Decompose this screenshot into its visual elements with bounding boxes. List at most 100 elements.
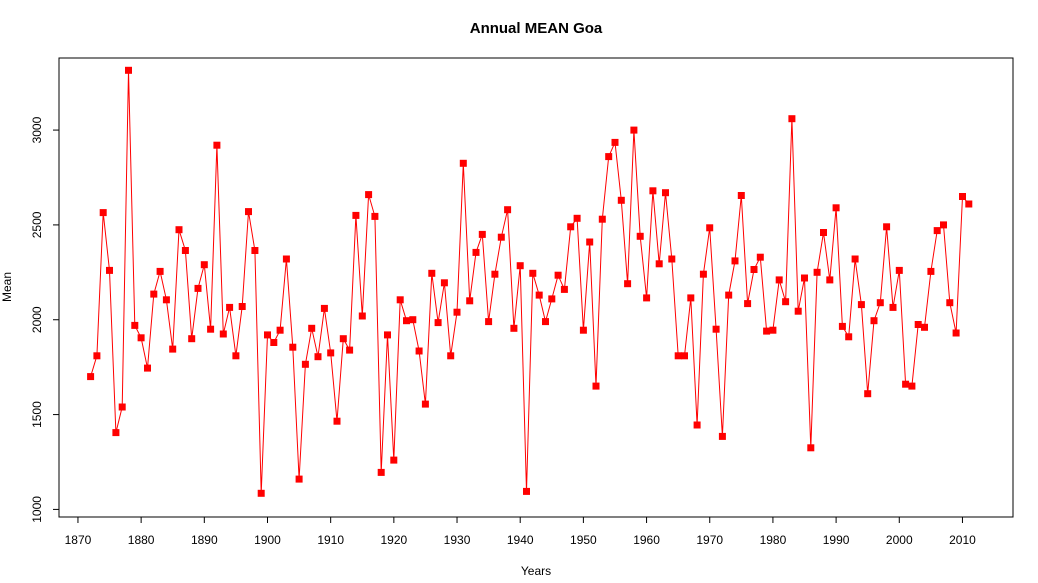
data-point <box>959 193 966 200</box>
data-point <box>390 456 398 464</box>
data-point <box>535 291 543 299</box>
y-tick-label: 2500 <box>30 211 44 238</box>
data-point <box>320 304 328 312</box>
data-point <box>782 298 790 306</box>
data-point <box>655 260 663 268</box>
data-point <box>276 326 284 334</box>
data-point <box>649 187 657 195</box>
data-point <box>864 390 872 398</box>
data-point <box>497 233 505 241</box>
series-line <box>90 70 970 494</box>
x-tick-label: 1920 <box>380 533 407 547</box>
data-point <box>826 276 834 284</box>
data-point <box>902 380 910 388</box>
data-point <box>573 214 581 222</box>
x-tick-label: 2000 <box>886 533 913 547</box>
y-tick-label: 1500 <box>30 401 44 428</box>
data-point <box>314 353 322 361</box>
data-point <box>415 347 423 355</box>
data-point <box>579 326 587 334</box>
data-point <box>693 421 701 429</box>
y-tick-label: 3000 <box>30 116 44 143</box>
data-point <box>510 324 518 332</box>
data-point <box>718 432 726 440</box>
data-point <box>712 325 720 333</box>
x-axis: 1870 1880 1890 1900 1910 1920 1930 1940 1950 1960… <box>65 517 976 547</box>
data-point <box>908 382 916 390</box>
data-point <box>409 316 417 324</box>
data-point <box>459 159 467 167</box>
data-point <box>554 271 562 279</box>
data-point <box>365 191 373 199</box>
data-point <box>845 333 853 341</box>
data-point <box>876 299 884 307</box>
data-point <box>434 319 442 327</box>
data-point <box>118 403 126 411</box>
y-tick-label: 1000 <box>30 496 44 523</box>
data-point <box>403 317 410 325</box>
data-point <box>226 303 234 311</box>
data-point <box>946 299 954 307</box>
data-point <box>681 352 688 360</box>
data-point <box>396 296 404 304</box>
data-point <box>542 318 549 326</box>
data-point <box>851 255 859 263</box>
data-point <box>257 489 265 497</box>
data-point <box>472 248 480 256</box>
data-point <box>289 343 297 351</box>
data-point <box>933 227 941 235</box>
data-point <box>895 266 903 274</box>
data-point <box>200 261 208 269</box>
y-tick-label: 2000 <box>30 306 44 333</box>
data-point <box>643 294 651 302</box>
data-point <box>466 297 474 305</box>
data-point <box>144 364 151 372</box>
data-point <box>857 301 865 309</box>
data-point <box>687 294 695 302</box>
data-point <box>605 153 613 161</box>
data-point <box>156 267 164 275</box>
chart-title: Annual MEAN Goa <box>470 20 603 37</box>
data-point <box>181 247 189 254</box>
x-tick-label: 1880 <box>128 533 155 547</box>
data-point <box>662 189 669 197</box>
data-point <box>788 115 796 123</box>
data-point <box>504 206 512 214</box>
data-point <box>150 290 158 298</box>
data-point <box>169 345 177 353</box>
data-point <box>706 224 714 232</box>
data-point <box>674 352 682 360</box>
data-point <box>630 126 638 134</box>
data-point <box>232 352 240 360</box>
y-axis: 1000 1500 2000 2500 3000 <box>30 116 59 523</box>
data-point <box>763 327 771 335</box>
x-tick-label: 2010 <box>949 533 976 547</box>
data-point <box>820 229 827 236</box>
data-point <box>106 266 113 274</box>
data-point <box>447 352 455 360</box>
x-tick-label: 1970 <box>696 533 723 547</box>
data-point <box>560 285 568 293</box>
data-point <box>270 339 278 346</box>
data-point <box>346 346 354 354</box>
x-tick-label: 1960 <box>633 533 660 547</box>
data-point <box>832 204 840 212</box>
data-point <box>801 274 808 282</box>
data-point <box>377 468 385 476</box>
data-point <box>175 226 183 234</box>
data-point <box>775 276 783 284</box>
data-point <box>207 325 215 333</box>
data-point <box>636 232 644 240</box>
data-point <box>617 196 625 204</box>
data-point <box>611 138 619 146</box>
data-point <box>238 303 246 310</box>
data-point <box>137 334 145 342</box>
data-point <box>668 255 676 263</box>
data-point <box>301 360 309 368</box>
data-point <box>598 215 606 223</box>
data-point <box>883 223 891 231</box>
data-point <box>965 200 973 208</box>
data-point <box>952 329 960 337</box>
data-point <box>737 192 745 199</box>
